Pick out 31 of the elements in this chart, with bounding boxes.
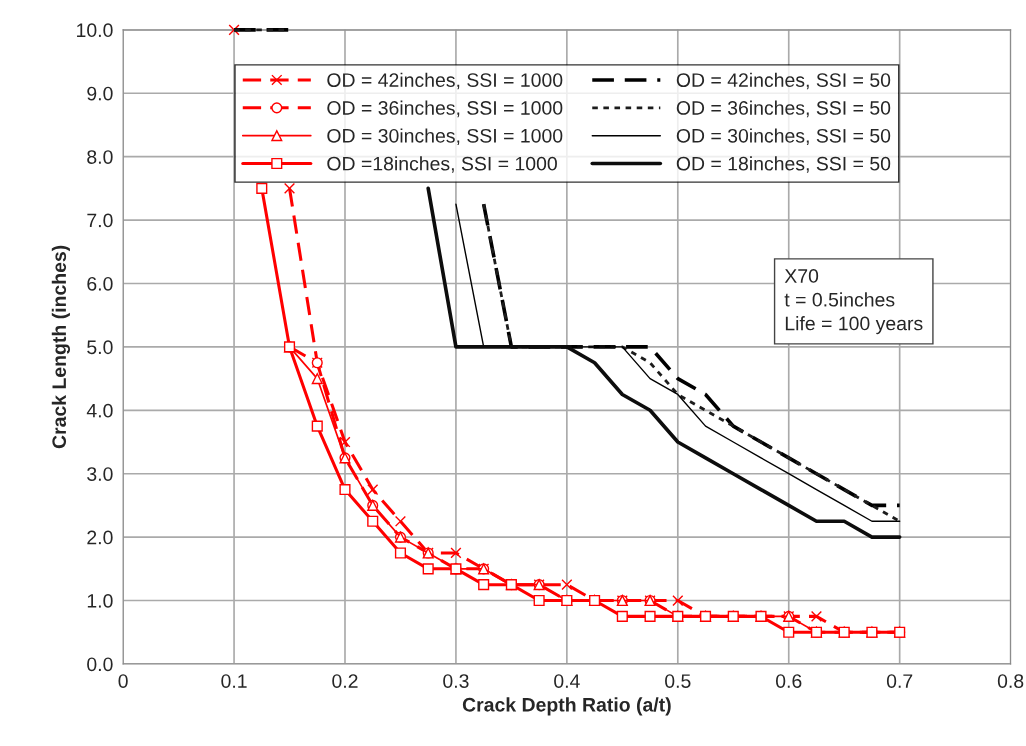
legend-label: OD = 42inches, SSI = 50 <box>676 72 891 90</box>
y-tick-label: 7.0 <box>87 213 113 228</box>
legend-label: OD = 42inches, SSI = 1000 <box>327 72 563 90</box>
x-tick-label: 0 <box>118 674 128 688</box>
y-tick-label: 5.0 <box>87 340 113 355</box>
x-tick-label: 0.1 <box>221 674 247 688</box>
legend-label: OD =18inches, SSI = 1000 <box>327 156 557 173</box>
x-tick-label: 0.3 <box>443 674 469 688</box>
y-tick-label: 10.0 <box>77 23 113 38</box>
legend-label: OD = 30inches, SSI = 50 <box>676 128 891 145</box>
y-tick-label: 0.0 <box>87 657 113 672</box>
legend-label: OD = 36inches, SSI = 1000 <box>327 100 563 118</box>
legend-label: OD = 30inches, SSI = 1000 <box>327 128 563 145</box>
legend-label: OD = 36inches, SSI = 50 <box>676 100 891 118</box>
y-tick-label: 8.0 <box>87 150 113 164</box>
y-axis-title: Crack Length (inches) <box>51 245 70 449</box>
x-axis-title: Crack Depth Ratio (a/t) <box>462 697 671 716</box>
x-tick-label: 0.6 <box>775 674 802 688</box>
x-tick-label: 0.8 <box>997 674 1024 688</box>
x-tick-label: 0.2 <box>332 674 358 688</box>
legend-label: OD = 18inches, SSI = 50 <box>676 156 891 173</box>
y-tick-label: 2.0 <box>87 530 113 545</box>
x-tick-label: 0.7 <box>886 674 913 688</box>
x-tick-label: 0.4 <box>554 674 580 688</box>
y-tick-label: 1.0 <box>87 594 113 608</box>
y-tick-label: 4.0 <box>86 403 113 418</box>
y-tick-label: 9.0 <box>87 86 113 101</box>
annotation: X70 t = 0.5inches Life = 100 years <box>784 269 923 335</box>
y-tick-label: 6.0 <box>87 276 113 291</box>
x-tick-label: 0.5 <box>665 674 691 688</box>
y-tick-label: 3.0 <box>87 467 113 481</box>
